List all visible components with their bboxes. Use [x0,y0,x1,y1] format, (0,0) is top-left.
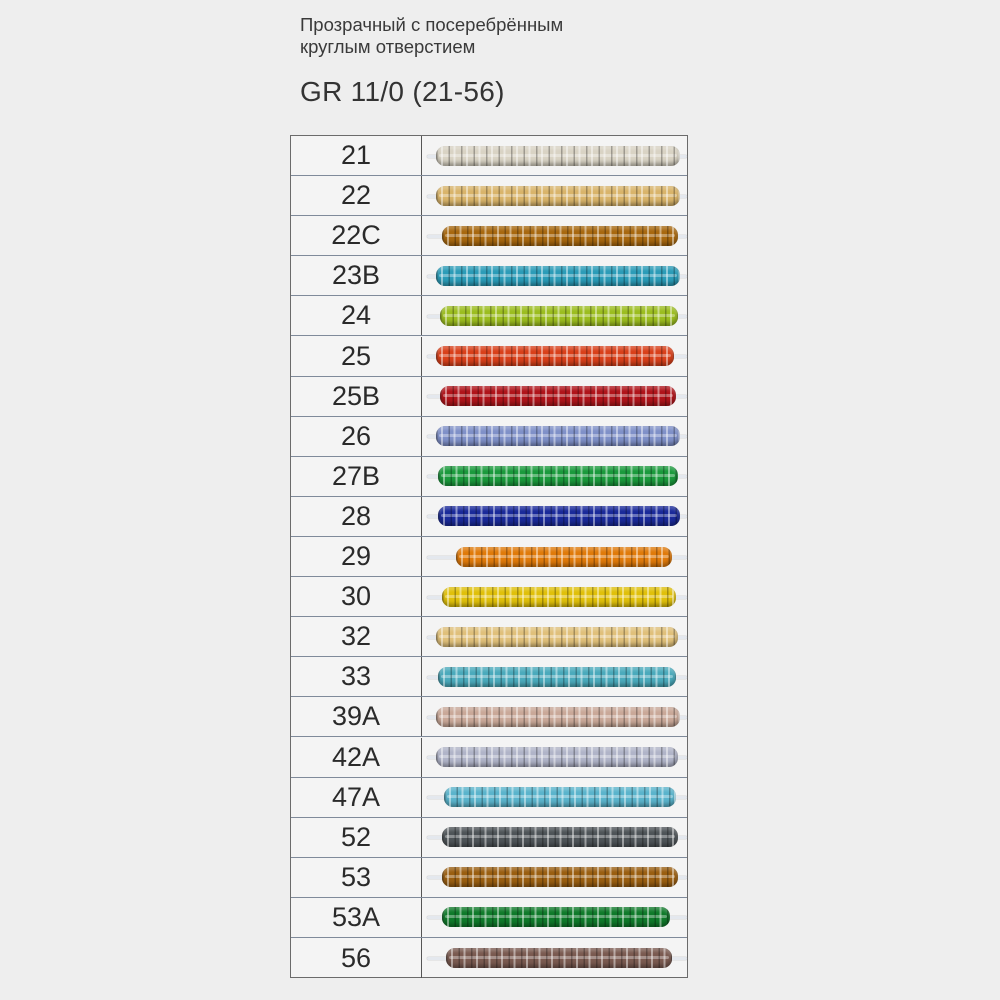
table-row: 33 [291,657,687,698]
table-row: 21 [291,136,687,177]
bead-strand-swatch [436,706,680,727]
bead-strand-swatch [438,666,676,687]
table-row: 30 [291,577,687,618]
bead-code: 28 [291,496,422,536]
bead-strand-swatch [440,305,678,326]
bead-strand-swatch [436,426,680,447]
bead-code: 22C [291,216,422,256]
table-row: 24 [291,296,687,337]
bead-code: 25B [291,376,422,416]
bead-strand-swatch [446,948,672,969]
bead-strand-swatch [442,827,678,848]
bead-code: 24 [291,296,422,336]
table-row: 56 [291,938,687,979]
table-row: 25 [291,336,687,377]
bead-code: 29 [291,537,422,577]
bead-strand-swatch [438,506,680,527]
bead-strand-swatch [440,386,676,407]
table-row: 22C [291,216,687,257]
table-row: 42A [291,737,687,778]
bead-code: 23B [291,256,422,296]
table-row: 47A [291,777,687,818]
bead-code: 42A [291,737,422,777]
table-row: 29 [291,537,687,578]
bead-code: 56 [291,938,422,979]
bead-strand-swatch [442,225,678,246]
bead-code: 30 [291,577,422,617]
bead-code: 22 [291,176,422,216]
bead-code: 39A [291,697,422,737]
table-row: 28 [291,496,687,537]
subtitle-line-1: Прозрачный с посеребрённым [300,14,564,35]
table-row: 23B [291,256,687,297]
bead-code: 21 [291,136,422,176]
table-row: 52 [291,817,687,858]
bead-strand-swatch [442,586,676,607]
bead-code: 53A [291,897,422,937]
table-row: 32 [291,617,687,658]
bead-strand-swatch [436,145,680,166]
subtitle-line-2: круглым отверстием [300,36,476,57]
bead-code: 27B [291,456,422,496]
bead-strand-swatch [436,185,680,206]
bead-strand-swatch [436,747,678,768]
bead-code: 33 [291,657,422,697]
bead-strand-swatch [436,346,674,367]
table-row: 22 [291,176,687,217]
bead-code: 52 [291,817,422,857]
bead-strand-swatch [456,546,672,567]
subtitle: Прозрачный с посеребрённым круглым отвер… [300,14,563,58]
bead-code: 53 [291,857,422,897]
bead-code: 32 [291,617,422,657]
bead-code: 26 [291,416,422,456]
table-row: 53A [291,897,687,938]
bead-code: 25 [291,336,422,376]
color-chart-table: 21 22 22C 23B 24 25 25B 26 27B 28 29 30 32 33 39A 42A 47… [290,135,688,979]
bead-strand-swatch [438,466,678,487]
bead-strand-swatch [444,787,676,808]
table-row: 26 [291,416,687,457]
bead-strand-swatch [436,265,680,286]
bead-strand-swatch [436,626,678,647]
table-row: 25B [291,376,687,417]
table-row: 53 [291,857,687,898]
bead-strand-swatch [442,907,670,928]
bead-strand-swatch [442,867,678,888]
bead-code: 47A [291,777,422,817]
table-row: 39A [291,697,687,738]
page-title: GR 11/0 (21-56) [300,76,505,107]
table-row: 27B [291,456,687,497]
